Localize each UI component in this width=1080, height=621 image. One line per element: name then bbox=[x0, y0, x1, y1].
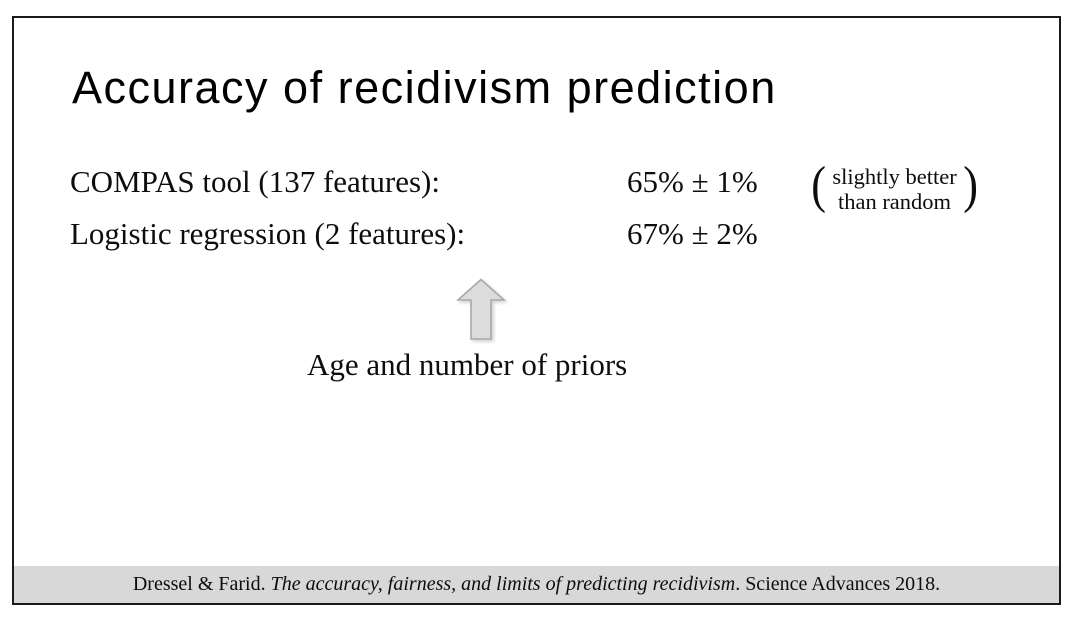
citation-paper-title: The accuracy, fairness, and limits of pr… bbox=[270, 573, 736, 595]
annotation-line-2: than random bbox=[837, 189, 952, 214]
aside-annotation: ( slightly better than random ) bbox=[810, 160, 979, 218]
close-paren: ) bbox=[962, 157, 978, 214]
open-paren: ( bbox=[811, 157, 827, 214]
compas-row-value: 65% ± 1% bbox=[627, 164, 758, 199]
citation-venue: . Science Advances 2018. bbox=[735, 573, 941, 595]
slide-frame: Accuracy of recidivism prediction COMPAS… bbox=[12, 16, 1061, 605]
annotation-text: slightly better than random bbox=[832, 164, 956, 214]
up-block-arrow-icon bbox=[455, 278, 507, 340]
compas-row-label: COMPAS tool (137 features): bbox=[70, 164, 440, 199]
annotation-line-1: slightly better bbox=[832, 163, 957, 189]
logistic-row-value: 67% ± 2% bbox=[627, 216, 758, 251]
arrow-label: Age and number of priors bbox=[307, 347, 628, 382]
logistic-row-label: Logistic regression (2 features): bbox=[70, 216, 466, 251]
citation-authors: Dressel & Farid. bbox=[132, 573, 271, 595]
slide-title: Accuracy of recidivism prediction bbox=[72, 62, 777, 113]
citation-footer-bar: Dressel & Farid. The accuracy, fairness,… bbox=[14, 566, 1059, 603]
